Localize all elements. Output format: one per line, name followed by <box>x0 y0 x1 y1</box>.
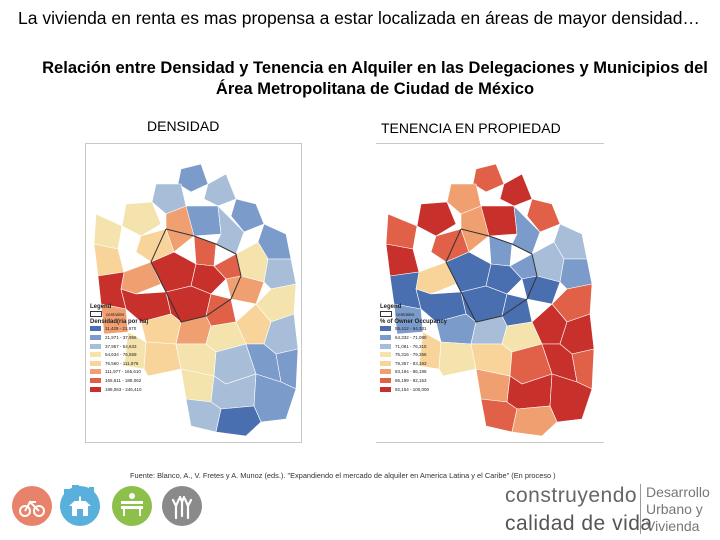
legend-swatch <box>90 343 101 349</box>
brand-line1: construyendo <box>505 484 638 507</box>
legend-swatch <box>90 386 101 392</box>
slide-subtitle: Relación entre Densidad y Tenencia en Al… <box>42 59 708 98</box>
legend-swatch <box>380 369 391 375</box>
brand-divider <box>640 484 641 534</box>
legend-row: 79,357 - 83,193 <box>380 359 447 368</box>
legend-swatch <box>380 386 391 392</box>
bicycle-icon <box>12 486 52 526</box>
legend-row-text: 21,971 - 37,956 <box>105 334 137 340</box>
legend-swatch <box>90 326 101 332</box>
brand-line2: calidad de vida <box>505 512 653 535</box>
boundary-swatch <box>90 311 102 318</box>
legend-swatch <box>90 334 101 340</box>
legend-boundary-text: centrales <box>396 311 415 317</box>
legend-row-text: 83,194 - 86,198 <box>395 369 427 375</box>
legend-row: 11,429 - 21,970 <box>90 325 148 334</box>
legend-row-text: 37,957 - 54,633 <box>105 343 137 349</box>
legend-row: 188,063 - 246,410 <box>90 385 148 394</box>
legend-row-text: 92,154 - 100,000 <box>395 386 430 392</box>
legend-row: 71,081 - 76,315 <box>380 342 447 351</box>
legend-row: 54,634 - 76,559 <box>90 350 148 359</box>
legend-swatch <box>380 352 391 358</box>
legend-swatch <box>380 343 391 349</box>
density-map-label: DENSIDAD <box>147 118 220 134</box>
legend-row-text: 64,332 - 71,080 <box>395 334 427 340</box>
legend-row: 111,977 - 165,610 <box>90 368 148 377</box>
legend-row-text: 111,977 - 165,610 <box>105 369 141 375</box>
boundary-swatch <box>380 311 392 318</box>
brand-right-line: Urbano y <box>646 501 703 517</box>
legend-swatch <box>380 334 391 340</box>
legend-row: 37,957 - 54,633 <box>90 342 148 351</box>
legend-row: 165,611 - 188,062 <box>90 376 148 385</box>
legend-row-text: 55,412 - 64,331 <box>395 326 427 332</box>
legend-title: Legend <box>90 304 112 310</box>
park-bench-icon <box>112 486 152 526</box>
legend-row-text: 188,063 - 246,410 <box>105 386 142 392</box>
tenure-map-image <box>385 163 595 437</box>
legend-row-text: 71,081 - 76,315 <box>395 343 427 349</box>
brand-right: Desarrollo Urbano y Vivienda <box>646 484 710 535</box>
city-buildings-icon <box>62 485 96 501</box>
legend-swatch <box>90 360 101 366</box>
legend-swatch <box>380 377 391 383</box>
legend-row-text: 86,199 - 92,153 <box>395 377 427 383</box>
tenure-map-label: TENENCIA EN PROPIEDAD <box>381 120 561 136</box>
legend-row: 76,316 - 79,356 <box>380 350 447 359</box>
source-citation: Fuente: Blanco, A., V. Fretes y A. Munoz… <box>130 471 556 480</box>
legend-row-text: 76,316 - 79,356 <box>395 352 427 358</box>
legend-swatch <box>90 352 101 358</box>
legend-boundary-row: centrales <box>380 310 447 319</box>
legend-row-text: 76,560 - 111,976 <box>105 360 139 366</box>
legend-row: 64,332 - 71,080 <box>380 333 447 342</box>
legend-row-text: 165,611 - 188,062 <box>105 377 142 383</box>
legend-row-text: 54,634 - 76,559 <box>105 352 137 358</box>
legend-row-text: 11,429 - 21,970 <box>105 326 137 332</box>
density-map-image <box>93 163 299 437</box>
legend-row-text: 79,357 - 83,193 <box>395 360 427 366</box>
legend-row: 55,412 - 64,331 <box>380 325 447 334</box>
density-legend: Legend centrales Densidad(ria por ha) 11… <box>90 304 148 393</box>
legend-swatch <box>380 360 391 366</box>
raised-hands-icon <box>162 486 202 526</box>
brand-right-line: Vivienda <box>646 518 700 534</box>
legend-swatch <box>90 369 101 375</box>
brand-right-line: Desarrollo <box>646 484 710 500</box>
legend-subtitle: Densidad(ria por ha) <box>90 318 149 325</box>
legend-row: 21,971 - 37,956 <box>90 333 148 342</box>
legend-boundary-text: centrales <box>106 311 125 317</box>
legend-row: 76,560 - 111,976 <box>90 359 148 368</box>
legend-swatch <box>90 377 101 383</box>
house-icon <box>60 486 100 526</box>
legend-row: 83,194 - 86,198 <box>380 368 447 377</box>
tenure-map: Legend centrales % of Owner Occupancy 55… <box>376 143 604 443</box>
slide-heading: La vivienda en renta es mas propensa a e… <box>18 8 700 28</box>
tenure-legend: Legend centrales % of Owner Occupancy 55… <box>380 304 447 393</box>
legend-subtitle: % of Owner Occupancy <box>380 318 448 325</box>
legend-title: Legend <box>380 304 402 310</box>
legend-row: 92,154 - 100,000 <box>380 385 447 394</box>
legend-row: 86,199 - 92,153 <box>380 376 447 385</box>
legend-boundary-row: centrales <box>90 310 148 319</box>
legend-swatch <box>380 326 391 332</box>
density-map: Legend centrales Densidad(ria por ha) 11… <box>85 143 302 443</box>
